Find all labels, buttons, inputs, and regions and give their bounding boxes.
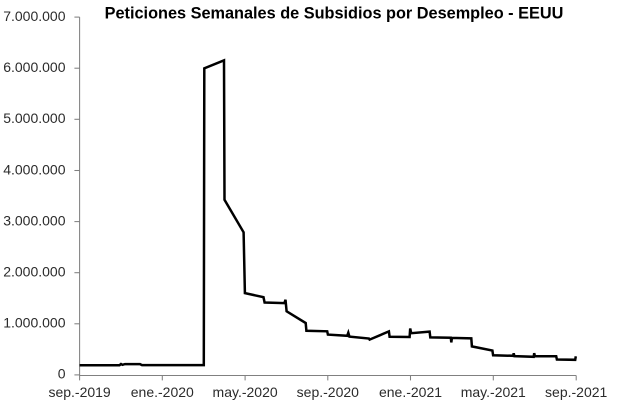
svg-text:may.-2020: may.-2020 (213, 384, 278, 400)
svg-text:ene.-2021: ene.-2021 (379, 384, 442, 400)
svg-text:0: 0 (58, 366, 66, 382)
svg-text:Peticiones Semanales de Subsid: Peticiones Semanales de Subsidios por De… (105, 4, 564, 22)
svg-text:sep.-2021: sep.-2021 (545, 384, 607, 400)
svg-text:2.000.000: 2.000.000 (3, 264, 65, 280)
svg-text:6.000.000: 6.000.000 (3, 59, 65, 75)
svg-text:3.000.000: 3.000.000 (3, 212, 65, 228)
svg-text:ene.-2020: ene.-2020 (131, 384, 194, 400)
svg-text:4.000.000: 4.000.000 (3, 161, 65, 177)
svg-text:sep.-2020: sep.-2020 (297, 384, 359, 400)
svg-text:may.-2021: may.-2021 (461, 384, 526, 400)
svg-text:sep.-2019: sep.-2019 (48, 384, 110, 400)
svg-text:7.000.000: 7.000.000 (3, 8, 65, 24)
svg-text:1.000.000: 1.000.000 (3, 315, 65, 331)
svg-text:5.000.000: 5.000.000 (3, 110, 65, 126)
